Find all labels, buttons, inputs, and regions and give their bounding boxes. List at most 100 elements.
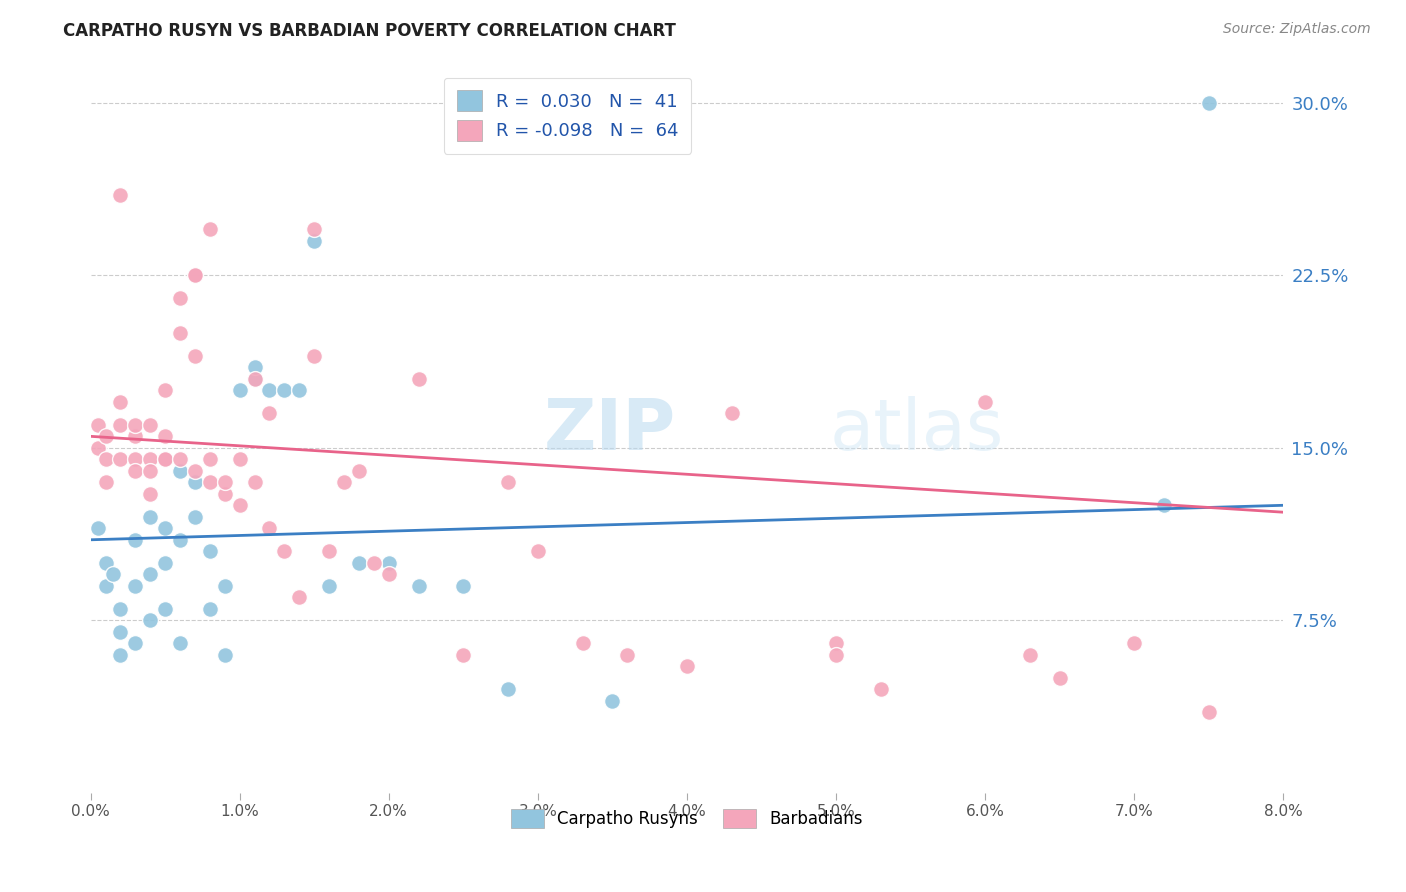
Point xyxy=(184,509,207,524)
Point xyxy=(676,659,699,673)
Point xyxy=(124,464,146,478)
Point xyxy=(124,533,146,547)
Point xyxy=(1049,671,1071,685)
Point xyxy=(347,464,370,478)
Point xyxy=(302,222,325,236)
Point xyxy=(228,452,250,467)
Point xyxy=(974,395,997,409)
Point xyxy=(259,406,281,420)
Point xyxy=(169,292,191,306)
Point xyxy=(169,464,191,478)
Point xyxy=(288,384,311,398)
Point xyxy=(184,268,207,283)
Point xyxy=(288,591,311,605)
Point xyxy=(825,648,848,662)
Point xyxy=(408,579,430,593)
Point xyxy=(87,417,110,432)
Point xyxy=(139,487,162,501)
Point xyxy=(87,441,110,455)
Point xyxy=(527,544,550,558)
Point xyxy=(214,579,236,593)
Point xyxy=(869,682,891,697)
Point xyxy=(184,268,207,283)
Text: Source: ZipAtlas.com: Source: ZipAtlas.com xyxy=(1223,22,1371,37)
Text: CARPATHO RUSYN VS BARBADIAN POVERTY CORRELATION CHART: CARPATHO RUSYN VS BARBADIAN POVERTY CORR… xyxy=(63,22,676,40)
Point xyxy=(228,498,250,512)
Point xyxy=(243,372,266,386)
Point xyxy=(259,521,281,535)
Point xyxy=(273,384,295,398)
Point xyxy=(318,544,340,558)
Point xyxy=(302,349,325,363)
Point xyxy=(243,372,266,386)
Point xyxy=(720,406,742,420)
Point xyxy=(184,464,207,478)
Point xyxy=(377,567,399,582)
Text: ZIP: ZIP xyxy=(544,396,676,465)
Point xyxy=(124,429,146,443)
Point xyxy=(1018,648,1040,662)
Point xyxy=(169,452,191,467)
Point xyxy=(153,521,176,535)
Point xyxy=(259,384,281,398)
Point xyxy=(139,509,162,524)
Point xyxy=(302,234,325,248)
Point xyxy=(153,601,176,615)
Point xyxy=(571,636,593,650)
Point xyxy=(94,475,117,490)
Point xyxy=(243,360,266,375)
Point xyxy=(377,556,399,570)
Point xyxy=(198,475,221,490)
Point xyxy=(139,452,162,467)
Point xyxy=(124,579,146,593)
Point xyxy=(333,475,356,490)
Point xyxy=(87,521,110,535)
Point xyxy=(169,636,191,650)
Point xyxy=(214,648,236,662)
Point xyxy=(184,475,207,490)
Point xyxy=(110,452,132,467)
Point xyxy=(408,372,430,386)
Point xyxy=(94,556,117,570)
Point xyxy=(451,648,474,662)
Y-axis label: Poverty: Poverty xyxy=(0,399,8,462)
Point xyxy=(1153,498,1175,512)
Point xyxy=(1123,636,1146,650)
Point xyxy=(347,556,370,570)
Point xyxy=(139,464,162,478)
Point xyxy=(124,417,146,432)
Point xyxy=(110,624,132,639)
Point xyxy=(139,417,162,432)
Point xyxy=(110,648,132,662)
Point xyxy=(1198,95,1220,110)
Point xyxy=(110,601,132,615)
Point xyxy=(318,579,340,593)
Point xyxy=(153,452,176,467)
Point xyxy=(101,567,124,582)
Point xyxy=(94,452,117,467)
Point xyxy=(124,452,146,467)
Point xyxy=(228,384,250,398)
Legend: Carpatho Rusyns, Barbadians: Carpatho Rusyns, Barbadians xyxy=(503,803,870,835)
Point xyxy=(198,544,221,558)
Point xyxy=(273,544,295,558)
Point xyxy=(139,567,162,582)
Point xyxy=(451,579,474,593)
Point xyxy=(110,417,132,432)
Point xyxy=(214,487,236,501)
Point xyxy=(110,395,132,409)
Point xyxy=(184,349,207,363)
Point xyxy=(169,326,191,340)
Point xyxy=(198,601,221,615)
Point xyxy=(214,475,236,490)
Point xyxy=(496,475,519,490)
Point xyxy=(496,682,519,697)
Point xyxy=(153,452,176,467)
Point xyxy=(243,475,266,490)
Point xyxy=(110,188,132,202)
Point xyxy=(198,452,221,467)
Point xyxy=(363,556,385,570)
Point xyxy=(124,636,146,650)
Point xyxy=(169,533,191,547)
Point xyxy=(602,694,624,708)
